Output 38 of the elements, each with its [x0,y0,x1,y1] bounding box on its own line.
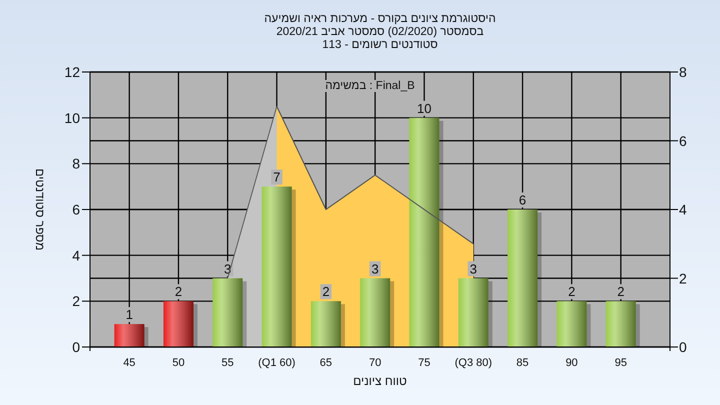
chart-subtitle: בסמסטר (02/2020) סמסטר אביב 2020/21 סטודנטים רשומים - 113 [276,26,484,51]
x-tick-label: (Q3 80) [454,357,492,369]
x-tick-label: 65 [320,357,332,369]
data-label: 10 [417,100,432,116]
data-label: 2 [174,284,182,300]
data-label: 2 [322,284,330,300]
x-tick-label: 75 [418,357,430,369]
data-label: 2 [568,284,576,300]
y-tick-label: 10 [64,110,80,126]
data-label: 6 [518,192,526,208]
data-label: 3 [470,261,478,276]
y2-tick-label: 2 [679,270,687,286]
y-tick-label: 8 [72,156,80,172]
annotation: במשימה : Final_B [325,80,416,92]
x-tick-label: (Q1 60) [258,357,296,369]
x-tick-label: 90 [566,357,578,369]
x-axis-title: טווח ציונים [353,374,408,388]
chart-title: היסטוגרמת ציונים בקורס - מערכות ראיה ושמיעה [264,13,496,25]
x-tick-label: 85 [516,357,529,369]
data-label: 2 [617,284,624,300]
x-tick-label: 55 [222,357,234,369]
y2-tick-label: 0 [679,339,687,355]
x-tick-label: 45 [123,357,136,369]
y-tick-label: 12 [64,64,80,80]
x-tick-label: 95 [614,357,627,369]
y2-tick-label: 8 [679,64,687,80]
y-tick-label: 4 [72,247,80,264]
y-axis-title: מספר סטודנטים [33,168,47,251]
data-label: 3 [371,261,379,276]
y-tick-label: 2 [72,293,80,310]
y2-tick-label: 4 [679,202,687,218]
x-tick-label: 70 [368,357,382,369]
y-tick-label: 6 [72,202,80,218]
data-label: 7 [273,170,280,185]
data-label: 1 [126,307,133,322]
y2-tick-label: 6 [679,132,687,149]
y-tick-label: 0 [72,339,80,355]
x-tick-label: 50 [172,357,185,369]
